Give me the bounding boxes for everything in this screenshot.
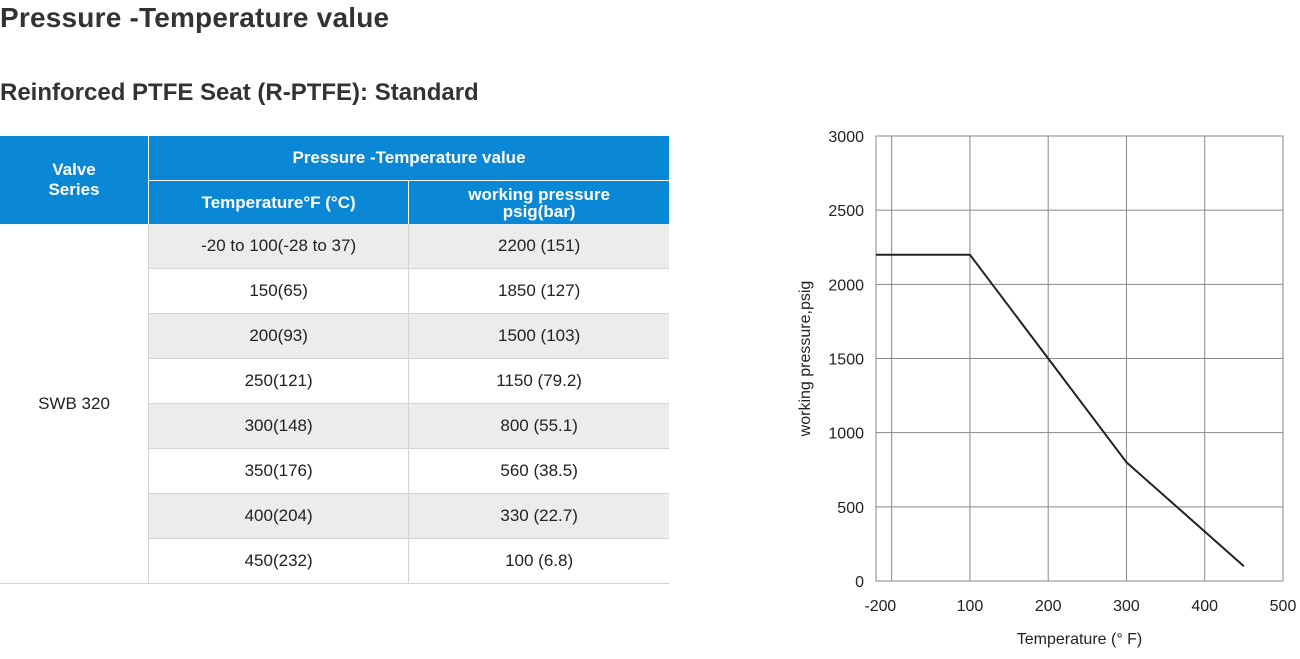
y-tick-labels: 0 500 1000 1500 2000 2500 3000 (828, 129, 864, 591)
temperature-cell: 250(121) (148, 358, 410, 404)
pressure-cell: 1150 (79.2) (408, 358, 669, 404)
page-title: Pressure -Temperature value (0, 2, 390, 33)
pressure-cell: 1500 (103) (408, 313, 669, 359)
pressure-cell: 100 (6.8) (408, 538, 669, 584)
x-tick-label: -20 (864, 598, 887, 615)
series-cell: SWB 320 (0, 224, 149, 584)
y-tick-label: 500 (837, 500, 864, 517)
temperature-cell: 300(148) (148, 403, 410, 449)
y-tick-label: 2500 (828, 203, 864, 220)
series-line (876, 253, 1245, 567)
pressure-temperature-chart: -20 0 100 200 300 400 500 0 500 1000 1500 2000 2500… (797, 129, 1296, 648)
x-tick-label: 200 (1035, 598, 1062, 615)
pressure-cell: 2200 (151) (408, 224, 669, 269)
table-row: 250(121) 1150 (79.2) (0, 358, 669, 404)
table-row: 150(65) 1850 (127) (0, 268, 669, 314)
pressure-cell: 800 (55.1) (408, 403, 669, 449)
y-tick-label: 3000 (828, 129, 864, 146)
valve-series-header: Valve Series (0, 136, 149, 224)
pressure-cell: 1850 (127) (408, 268, 669, 314)
table-row: 400(204) 330 (22.7) (0, 493, 669, 539)
table-row: SWB 320 -20 to 100(-28 to 37) 2200 (151) (0, 224, 669, 584)
pressure-cell: 560 (38.5) (408, 448, 669, 494)
table-row: 350(176) 560 (38.5) (0, 448, 669, 494)
x-tick-labels: -20 0 100 200 300 400 500 (864, 598, 1296, 615)
temperature-cell: 450(232) (148, 538, 410, 584)
temperature-cell: 400(204) (148, 493, 410, 539)
section-title: Reinforced PTFE Seat (R-PTFE): Standard (0, 79, 479, 106)
table-row: 300(148) 800 (55.1) (0, 403, 669, 449)
y-tick-label: 1500 (828, 352, 864, 369)
plot-frame (875, 135, 1284, 582)
x-axis-label: Temperature (° F) (1017, 631, 1143, 648)
temperature-cell: -20 to 100(-28 to 37) (148, 224, 410, 269)
y-tick-label: 0 (855, 574, 864, 591)
y-tick-label: 2000 (828, 277, 864, 294)
table-row: 200(93) 1500 (103) (0, 313, 669, 359)
y-axis-label: working pressure,psig (797, 281, 814, 438)
valve-series-header-line2: Series (48, 180, 100, 199)
x-tick-label: 300 (1113, 598, 1140, 615)
pressure-header-line2: psig(bar) (502, 201, 576, 221)
temperature-cell: 150(65) (148, 268, 410, 314)
valve-series-header-line1: Valve (52, 160, 96, 179)
temperature-cell: 350(176) (148, 448, 410, 494)
x-tick-label: 100 (957, 598, 984, 615)
grid (876, 136, 1283, 581)
pressure-header-line1: working pressure (468, 184, 610, 204)
table-row: 450(232) 100 (6.8) (0, 538, 669, 584)
pressure-header: working pressure psig(bar) (408, 180, 669, 224)
temperature-cell: 200(93) (148, 313, 410, 359)
pressure-cell: 330 (22.7) (408, 493, 669, 539)
pressure-temperature-table: Valve Series Pressure -Temperature value… (0, 136, 669, 584)
x-tick-label: 0 (887, 598, 896, 615)
temperature-header: Temperature°F (°C) (148, 180, 410, 224)
x-tick-label: 500 (1270, 598, 1297, 615)
y-tick-label: 1000 (828, 426, 864, 443)
x-tick-label: 400 (1191, 598, 1218, 615)
group-header: Pressure -Temperature value (148, 136, 669, 181)
